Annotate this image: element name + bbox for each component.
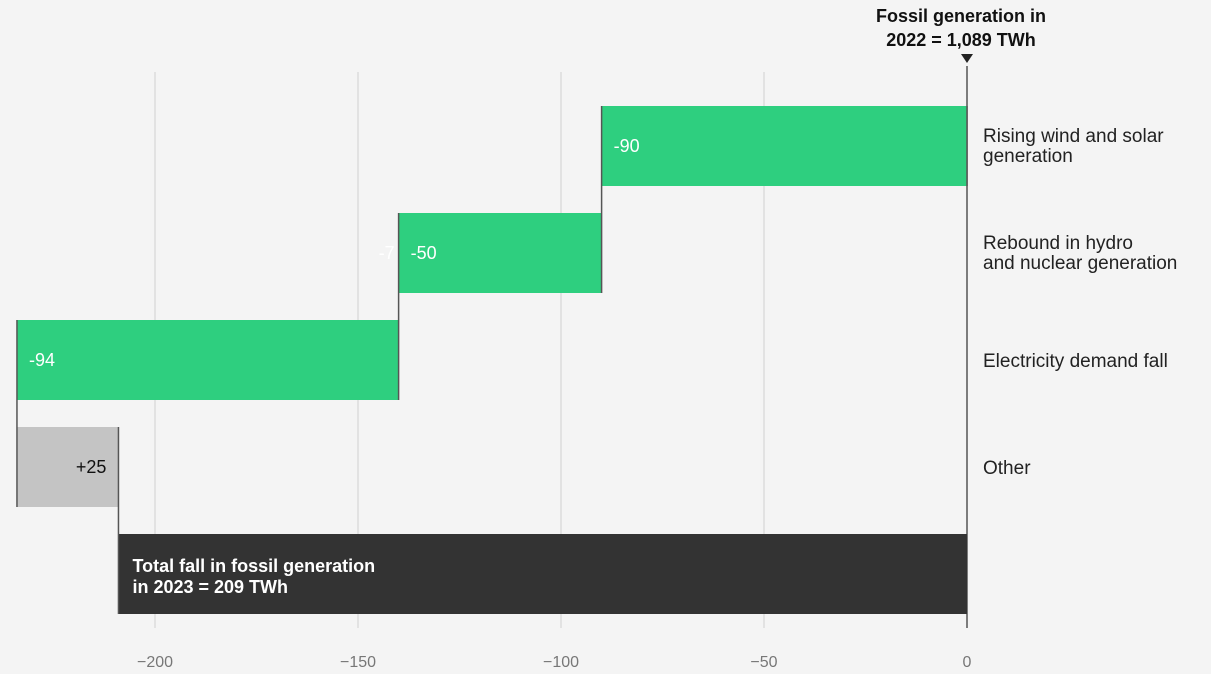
bar-value-label: -94 [29,350,55,370]
x-tick-label: 0 [963,654,972,671]
total-bar-label: Total fall in fossil generation [132,556,375,576]
waterfall-bar [601,106,967,186]
category-label: and nuclear generation [983,253,1177,274]
x-tick-label: −50 [750,654,777,671]
bar-value-label: -50 [411,243,437,263]
bar-value-label: +25 [76,457,107,477]
bar-value-label: -90 [614,136,640,156]
waterfall-bar [16,427,119,507]
x-tick-label: −100 [543,654,579,671]
start-annotation-line-1: Fossil generation in [876,6,1046,26]
waterfall-bar [16,320,399,400]
total-bar-label: in 2023 = 209 TWh [132,577,288,597]
category-label: Electricity demand fall [983,351,1168,372]
start-annotation-line-2: 2022 = 1,089 TWh [886,30,1036,50]
total-bar [118,534,967,614]
category-label: Rising wind and solar [983,126,1164,147]
category-label: generation [983,146,1073,167]
x-tick-label: −200 [137,654,173,671]
category-label: Rebound in hydro [983,233,1133,254]
x-tick-label: −150 [340,654,376,671]
start-marker-icon [961,54,973,63]
waterfall-bar [398,213,602,293]
bar-faded-label: -7 [379,243,395,263]
category-label: Other [983,458,1031,479]
